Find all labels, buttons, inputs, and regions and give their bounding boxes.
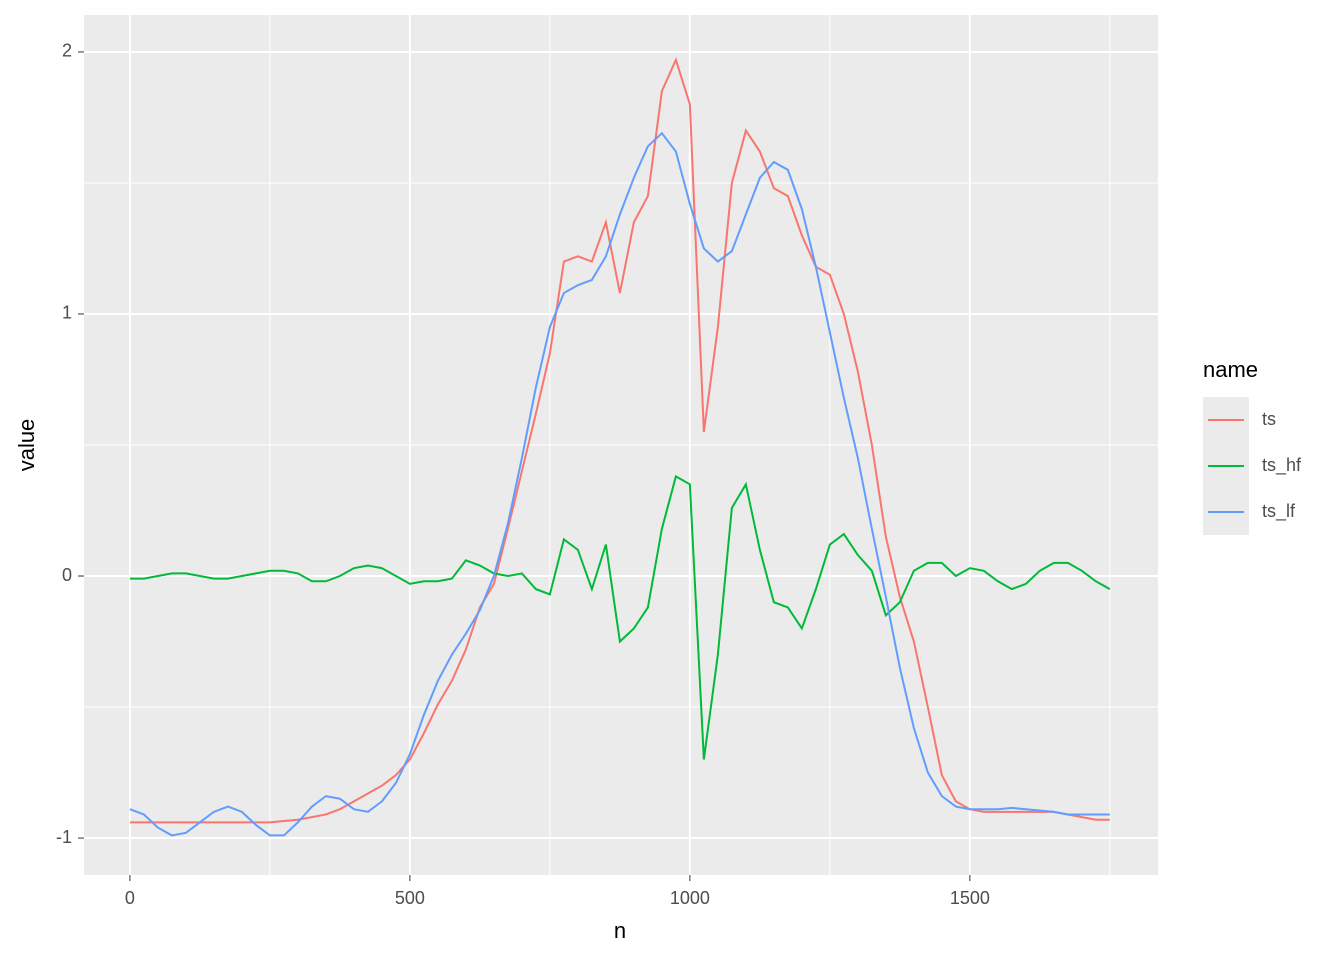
y-tick-label: 1	[62, 303, 72, 323]
line	[129, 131, 1110, 837]
line	[129, 474, 1111, 760]
y-tick-label: 2	[62, 41, 72, 61]
x-axis-title: n	[614, 918, 626, 943]
x-tick-label: 1000	[670, 888, 710, 908]
y-tick-label: -1	[56, 827, 72, 847]
x-tick-label: 500	[395, 888, 425, 908]
x-tick-label: 1500	[950, 888, 990, 908]
line	[129, 56, 1110, 824]
y-tick-label: 0	[62, 565, 72, 585]
legend-label: ts_hf	[1262, 455, 1302, 476]
legend-label: ts_lf	[1262, 501, 1296, 522]
y-axis-title: value	[14, 419, 39, 472]
legend-label: ts	[1262, 409, 1276, 429]
x-tick-label: 0	[125, 888, 135, 908]
legend-title: name	[1203, 357, 1258, 382]
